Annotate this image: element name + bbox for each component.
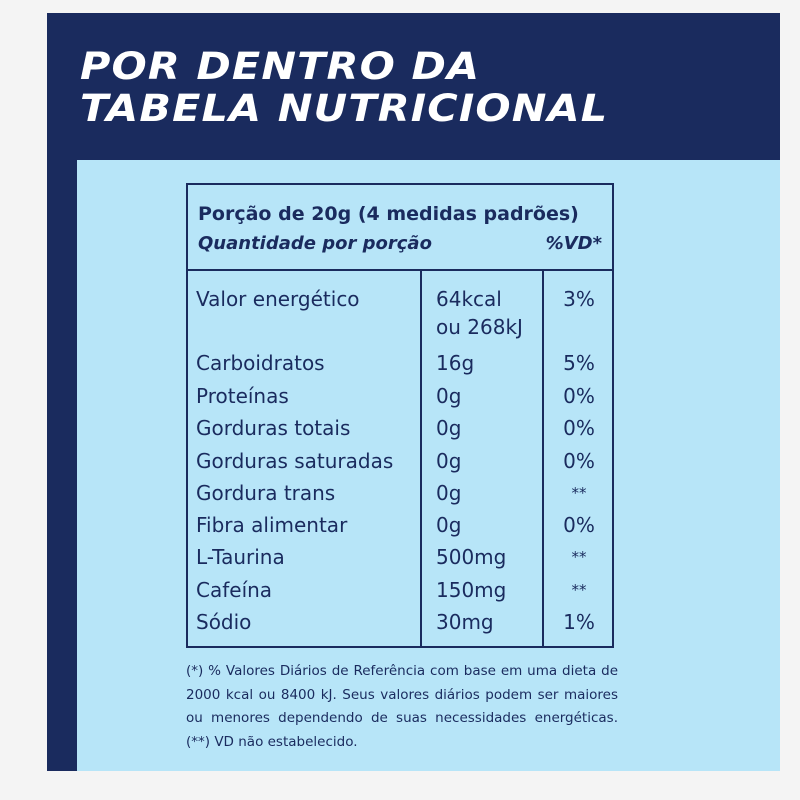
column-divider-amount	[420, 269, 422, 646]
row-vd: **	[571, 581, 587, 599]
row-name: L-Taurina	[196, 545, 285, 569]
row-vd: 5%	[563, 351, 595, 375]
row-vd: 0%	[563, 416, 595, 440]
table-row: L-Taurina 500mg **	[188, 543, 612, 575]
row-amount: 150mg	[436, 578, 507, 602]
table-row: Gorduras totais 0g 0%	[188, 414, 612, 446]
footnote: (*) % Valores Diários de Referência com …	[186, 663, 618, 750]
row-amount: 500mg	[436, 545, 507, 569]
row-amount: 30mg	[436, 610, 494, 634]
row-name: Fibra alimentar	[196, 513, 348, 537]
row-name: Cafeína	[196, 578, 273, 602]
row-amount: 0g	[436, 481, 462, 505]
row-amount-line-2: ou 268kJ	[436, 315, 523, 339]
table-row: Carboidratos 16g 5%	[188, 349, 612, 381]
row-vd: **	[571, 484, 587, 502]
page-title: POR DENTRO DA TABELA NUTRICIONAL	[80, 46, 800, 130]
row-vd: 0%	[563, 513, 595, 537]
column-divider-vd	[542, 269, 544, 646]
table-header: Porção de 20g (4 medidas padrões) Quanti…	[188, 185, 612, 271]
row-amount-line-1: 64kcal	[436, 287, 502, 311]
row-amount: 64kcal ou 268kJ	[436, 285, 523, 341]
row-amount: 16g	[436, 351, 475, 375]
vd-column-header: %VD*	[545, 233, 602, 254]
row-vd: 3%	[563, 287, 595, 311]
row-amount: 0g	[436, 384, 462, 408]
table-row-energy: Valor energético 64kcal ou 268kJ 3%	[188, 285, 612, 345]
row-name: Carboidratos	[196, 351, 325, 375]
row-name: Gorduras saturadas	[196, 449, 394, 473]
row-amount: 0g	[436, 416, 462, 440]
portion-size-label: Porção de 20g (4 medidas padrões)	[198, 203, 579, 225]
table-row: Sódio 30mg 1%	[188, 608, 612, 640]
row-amount: 0g	[436, 449, 462, 473]
row-name: Proteínas	[196, 384, 289, 408]
nutrition-table: Porção de 20g (4 medidas padrões) Quanti…	[186, 183, 614, 648]
light-blue-panel	[77, 160, 780, 771]
table-row: Proteínas 0g 0%	[188, 382, 612, 414]
title-line-1: POR DENTRO DA	[80, 45, 481, 88]
row-vd: **	[571, 548, 587, 566]
row-vd: 0%	[563, 449, 595, 473]
row-name: Valor energético	[196, 287, 360, 311]
table-row: Gorduras saturadas 0g 0%	[188, 447, 612, 479]
row-name: Gordura trans	[196, 481, 336, 505]
row-name: Sódio	[196, 610, 252, 634]
table-row: Gordura trans 0g **	[188, 479, 612, 511]
table-row: Fibra alimentar 0g 0%	[188, 511, 612, 543]
row-vd: 0%	[563, 384, 595, 408]
title-line-2: TABELA NUTRICIONAL	[80, 87, 609, 130]
quantity-per-portion-label: Quantidade por porção	[198, 233, 432, 254]
row-vd: 1%	[563, 610, 595, 634]
table-row: Cafeína 150mg **	[188, 576, 612, 608]
row-amount: 0g	[436, 513, 462, 537]
row-name: Gorduras totais	[196, 416, 351, 440]
